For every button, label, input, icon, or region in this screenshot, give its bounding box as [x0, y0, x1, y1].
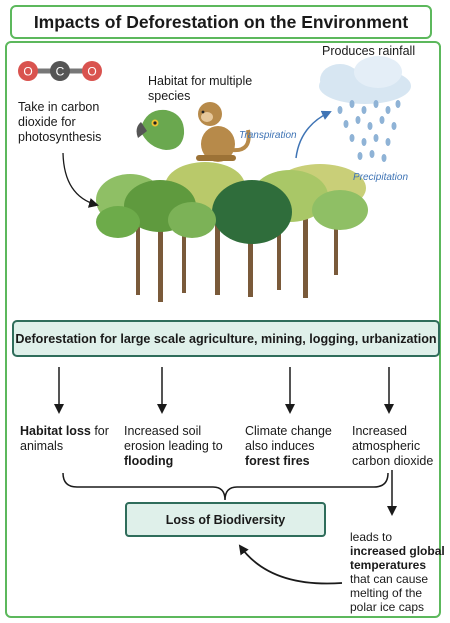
- title-box: Impacts of Deforestation on the Environm…: [10, 5, 432, 39]
- rainfall-label: Produces rainfall: [322, 44, 416, 58]
- co2-center-atom: C: [56, 65, 65, 79]
- habitat-loss-text: Habitat loss for animals: [20, 424, 109, 454]
- habitat-loss-bold: Habitat loss: [20, 424, 91, 438]
- habitat-label-line: species: [148, 89, 191, 103]
- carbon-label: Take in carbon dioxide for photosynthesi…: [18, 100, 101, 145]
- temperature-to-loss-arrow: [238, 544, 343, 585]
- climate-change-text: Climate change also induces forest fires: [245, 424, 332, 469]
- deforestation-text: Deforestation for large scale agricultur…: [15, 331, 437, 346]
- temperature-line5: melting of the: [350, 586, 423, 600]
- carbon-increase-line2: atmospheric: [352, 439, 421, 453]
- soil-erosion-line2: erosion leading to: [124, 439, 223, 453]
- carbon-increase-line3: carbon dioxide: [352, 454, 434, 468]
- carbon-increase-line1: Increased: [352, 424, 407, 438]
- climate-change-line1: Climate change: [245, 424, 332, 438]
- parrot-icon: [136, 109, 185, 150]
- temperature-line6: polar ice caps: [350, 600, 425, 614]
- temperature-bold2: temperatures: [350, 558, 427, 572]
- carbon-to-forest-arrow: [62, 152, 99, 208]
- temperature-line1: leads to: [350, 530, 393, 544]
- climate-change-line2: also induces: [245, 439, 315, 453]
- soil-erosion-bold: flooding: [124, 454, 174, 468]
- transpiration-label: Transpiration: [239, 130, 297, 141]
- deforestation-banner: Deforestation for large scale agricultur…: [12, 320, 440, 357]
- carbon-label-line: photosynthesis: [18, 130, 102, 144]
- monkey-icon: [196, 102, 251, 162]
- habitat-label-line: Habitat for multiple: [148, 74, 253, 88]
- co2-molecule-icon: O C O: [18, 61, 102, 81]
- diagram-frame: [5, 41, 441, 618]
- climate-change-bold: forest fires: [245, 454, 310, 468]
- loss-of-biodiversity-text: Loss of Biodiversity: [165, 512, 286, 527]
- page-title: Impacts of Deforestation on the Environm…: [33, 11, 409, 32]
- carbon-label-line: Take in carbon: [18, 100, 100, 114]
- co2-left-atom: O: [23, 65, 32, 79]
- temperature-text: leads to increased global temperatures t…: [350, 530, 445, 614]
- soil-erosion-text: Increased soil erosion leading to floodi…: [124, 424, 223, 469]
- carbon-increase-text: Increased atmospheric carbon dioxide: [352, 424, 433, 469]
- rain-cloud-icon: [319, 56, 411, 162]
- transpiration-arrow: [295, 110, 332, 159]
- habitat-loss-line2: animals: [20, 439, 64, 453]
- soil-erosion-line1: Increased soil: [124, 424, 202, 438]
- forest-icon: [96, 162, 368, 302]
- co2-right-atom: O: [87, 65, 96, 79]
- precipitation-label: Precipitation: [353, 172, 409, 183]
- habitat-loss-rest: for: [90, 424, 109, 438]
- temperature-bold1: increased global: [350, 544, 445, 558]
- habitat-label: Habitat for multiple species: [148, 74, 252, 104]
- temperature-line4: that can cause: [350, 572, 429, 586]
- carbon-label-line: dioxide for: [18, 115, 76, 129]
- loss-of-biodiversity-box: Loss of Biodiversity: [125, 502, 326, 537]
- effects-bracket: [62, 472, 389, 501]
